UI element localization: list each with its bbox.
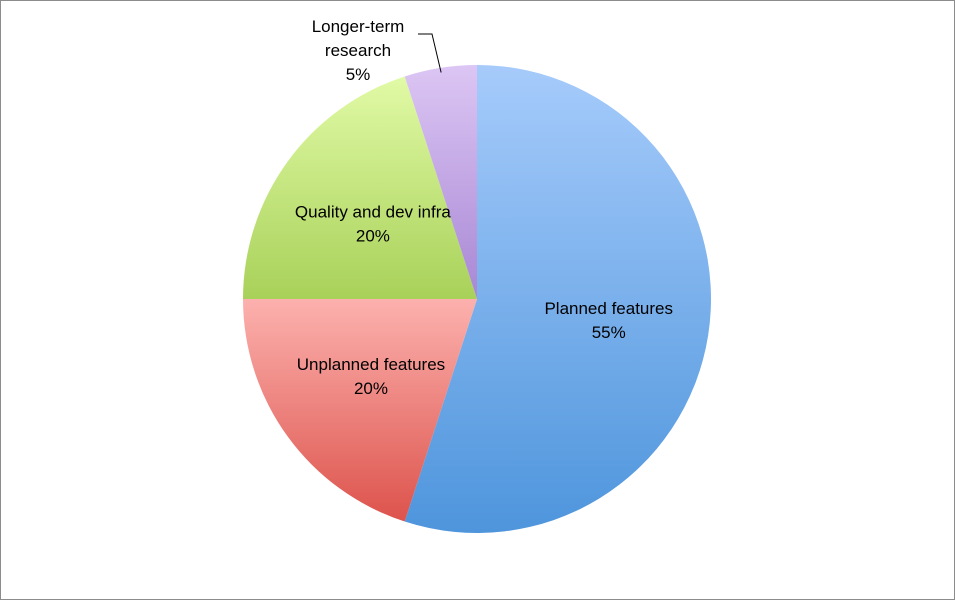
pie-slice-unplanned-features xyxy=(243,299,477,522)
pie-slice-quality-and-dev-infra xyxy=(243,76,477,299)
slice-label-unplanned-features: Unplanned features xyxy=(297,355,445,374)
leader-line xyxy=(418,33,442,73)
slice-label-longer-term-research: research xyxy=(325,41,391,60)
slice-label-quality-and-dev-infra-percent: 20% xyxy=(356,226,390,245)
pie-slice-planned-features xyxy=(404,65,711,534)
slice-label-longer-term-research: Longer-term xyxy=(312,17,405,36)
slice-label-quality-and-dev-infra: Quality and dev infra xyxy=(295,202,451,221)
slice-label-longer-term-research-percent: 5% xyxy=(346,65,371,84)
slice-label-unplanned-features-percent: 20% xyxy=(354,379,388,398)
slice-label-planned-features-percent: 55% xyxy=(592,323,626,342)
slice-label-planned-features: Planned features xyxy=(544,299,673,318)
pie-slice-longer-term-research xyxy=(404,65,477,299)
